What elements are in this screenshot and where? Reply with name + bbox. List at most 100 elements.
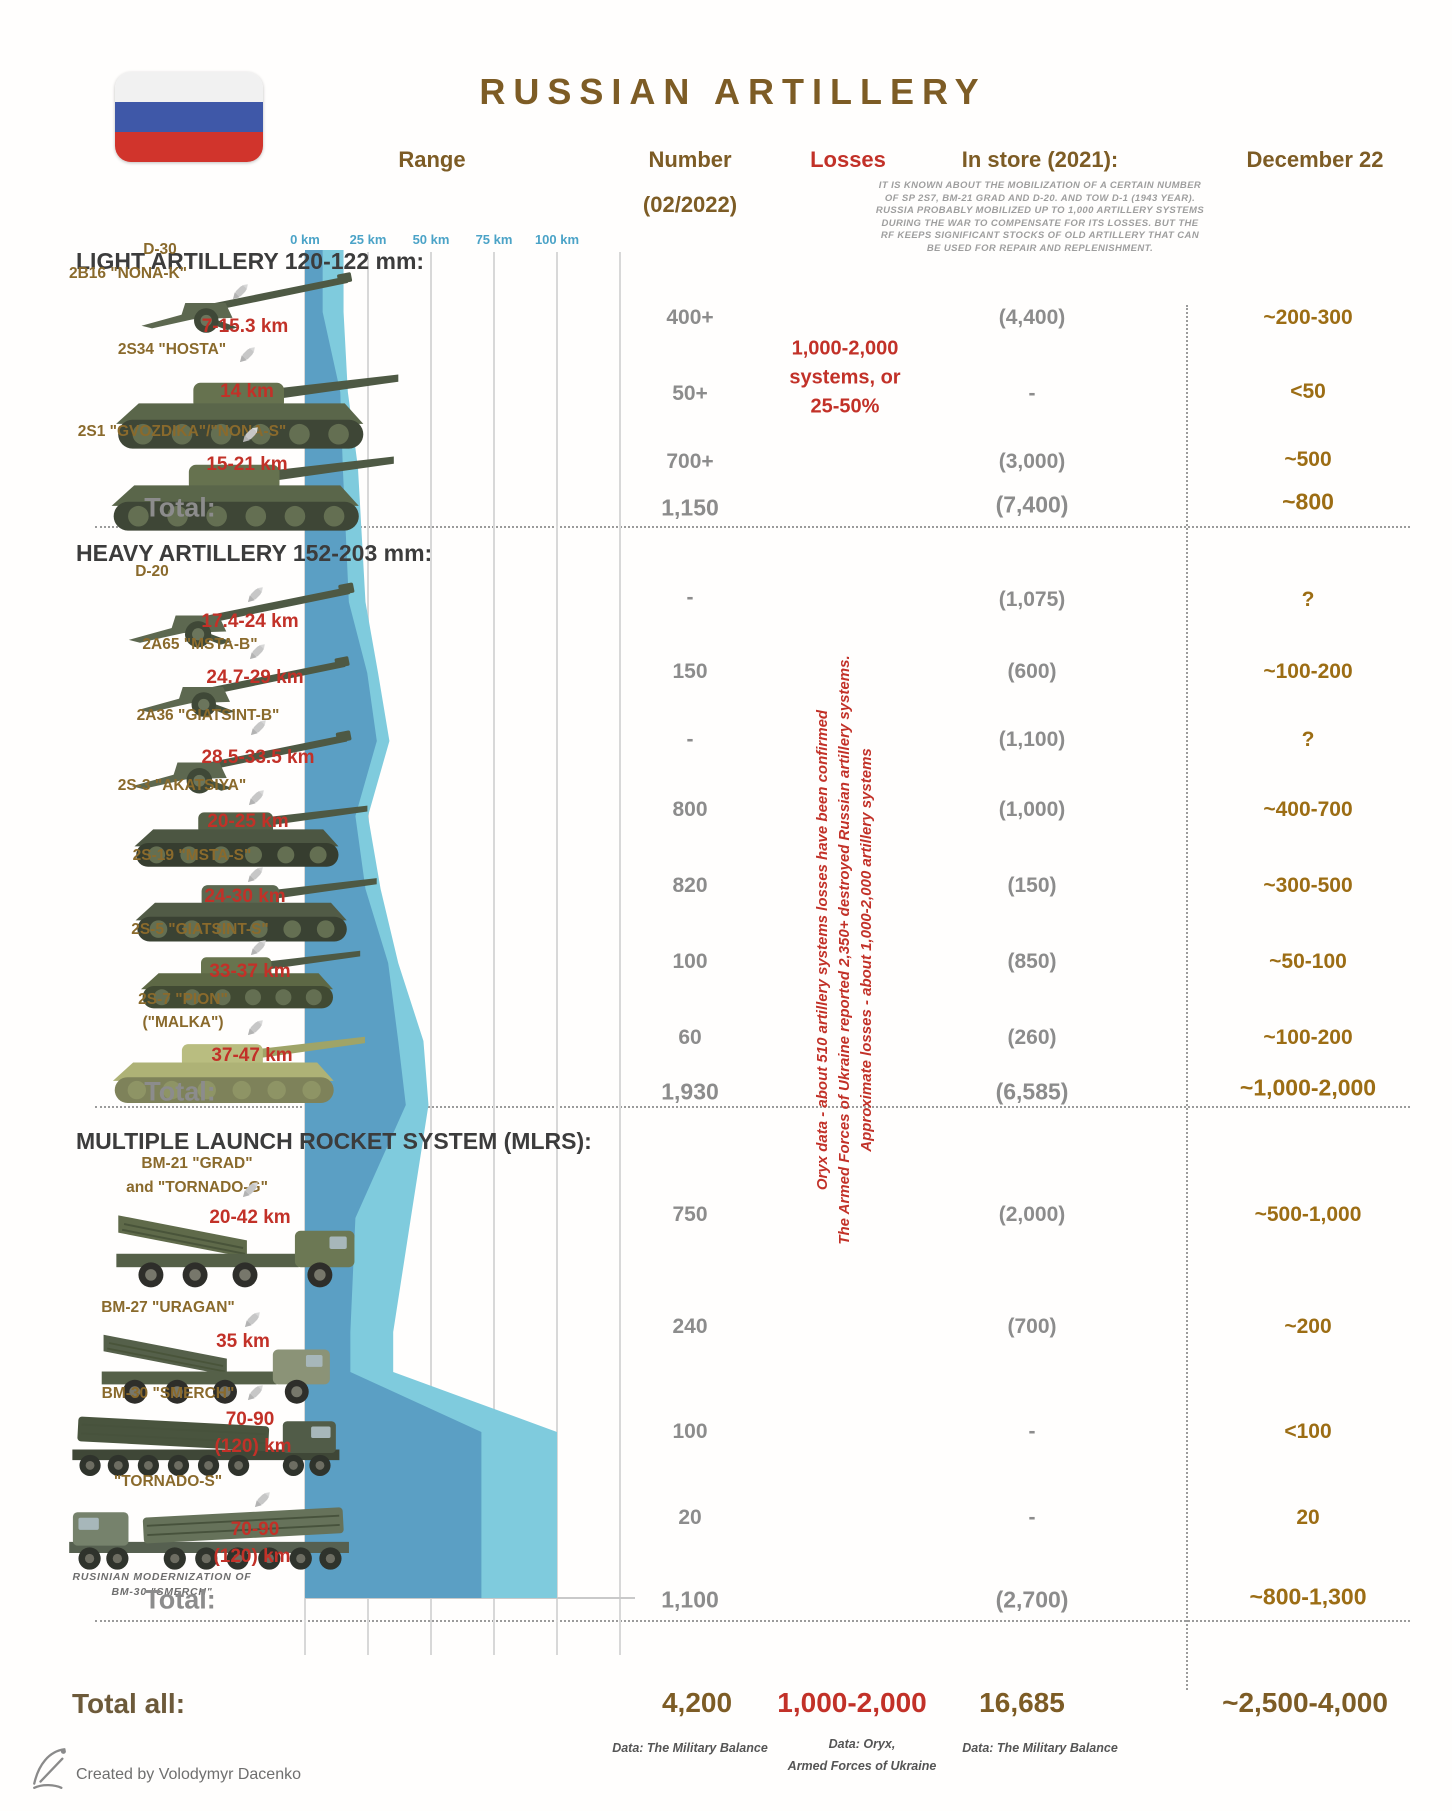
total-heavy-number: 1,930 <box>661 1078 719 1105</box>
max-range-area <box>305 250 557 1598</box>
col-header-december: December 22 <box>1246 147 1384 172</box>
rocket-icon <box>246 936 270 960</box>
system-name-smerch: BM-30 "SMERCH" <box>101 1385 235 1402</box>
total-all-losses: 1,000-2,000 <box>777 1687 927 1718</box>
number-pion: 60 <box>678 1026 702 1049</box>
in-store-d30: (4,400) <box>998 306 1066 329</box>
system-name-mstas: 2S-19 "MSTA-S" <box>132 847 252 864</box>
credit-text: Created by Volodymyr Dacenko <box>76 1766 301 1783</box>
section-header-light: LIGHT ARTILLERY 120-122 mm: <box>76 248 425 274</box>
range-grad: 20-42 km <box>209 1207 291 1228</box>
total-mlrs-label: Total: <box>144 1584 216 1615</box>
rocket-icon <box>243 1381 267 1405</box>
section-header-heavy: HEAVY ARTILLERY 152-203 mm: <box>76 540 433 566</box>
system-name-hosta: 2S34 "HOSTA" <box>117 341 227 358</box>
number-smerch: 100 <box>672 1420 708 1443</box>
rocket-icon <box>235 343 259 367</box>
system-name-tornados: "TORNADO-S" <box>113 1473 223 1490</box>
col-header-range: Range <box>398 147 466 172</box>
rocket-icon <box>243 583 267 607</box>
separator-december-column <box>1186 305 1188 1690</box>
total-light-in-store: (7,400) <box>995 491 1069 518</box>
signature-icon <box>33 1748 66 1789</box>
december-mstas: ~300-500 <box>1263 874 1353 897</box>
range-uragan: 35 km <box>216 1331 270 1352</box>
range-d20: 17.4-24 km <box>201 611 299 632</box>
svg-text:100 km: 100 km <box>535 232 579 247</box>
in-store-d20: (1,075) <box>998 588 1066 611</box>
rocket-icon <box>238 1178 262 1202</box>
system-name-giatsints: 2S-5 "GIATSINT-S" <box>131 921 269 938</box>
total-heavy-label: Total: <box>144 1076 216 1107</box>
number-tornados: 20 <box>678 1506 702 1529</box>
vehicle-smerch-image <box>10 1400 400 1484</box>
number-gvozdika: 700+ <box>666 450 714 473</box>
in-store-akatsiya: (1,000) <box>998 798 1066 821</box>
total-mlrs-december: ~800-1,300 <box>1249 1583 1367 1610</box>
system-name-grad-line2: and "TORNADO-G" <box>126 1179 268 1196</box>
in-store-giatsints: (850) <box>1007 950 1057 973</box>
in-store-gvozdika: (3,000) <box>998 450 1066 473</box>
number-hosta: 50+ <box>672 382 708 405</box>
range-smerch-line2: (120) km <box>214 1436 292 1457</box>
losses-light-text: 1,000-2,000 systems, or 25-50% <box>789 335 900 422</box>
system-name-akatsiya: 2S-3 "AKATSIYA" <box>117 777 247 794</box>
russia-flag-icon <box>115 72 263 162</box>
december-giatsintb: ? <box>1301 728 1315 751</box>
col-header-number: Number <box>648 147 732 172</box>
december-d30: ~200-300 <box>1263 306 1353 329</box>
in-store-uragan: (700) <box>1007 1315 1057 1338</box>
number-grad: 750 <box>672 1203 708 1226</box>
range-d30: 7-15.3 km <box>201 316 289 337</box>
range-mstab: 24.7-29 km <box>206 667 304 688</box>
number-d20: - <box>686 586 694 609</box>
december-smerch: <100 <box>1284 1420 1332 1443</box>
rocket-icon <box>245 640 269 664</box>
number-mstas: 820 <box>672 874 708 897</box>
in-store-grad: (2,000) <box>998 1203 1066 1226</box>
losses-heavy-line1: Oryx data - about 510 artillery systems … <box>814 709 831 1191</box>
rocket-icon <box>244 786 268 810</box>
december-d20: ? <box>1301 588 1315 611</box>
rocket-icon <box>246 716 270 740</box>
range-giatsintb: 28.5-33.5 km <box>201 747 315 768</box>
total-mlrs-number: 1,100 <box>661 1586 719 1613</box>
system-name-mstab: 2A65 "MSTA-B" <box>142 636 258 653</box>
col-header-in-store: In store (2021): <box>961 147 1119 172</box>
system-name-d30: D-30 <box>143 241 177 258</box>
total-light-december: ~800 <box>1282 488 1334 515</box>
range-tornados-line2: (120) km <box>213 1546 291 1567</box>
number-giatsintb: - <box>686 728 694 751</box>
losses-light-line1: 1,000-2,000 <box>791 337 899 360</box>
losses-light-line3: 25-50% <box>810 395 880 418</box>
losses-light-line2: systems, or <box>789 366 901 389</box>
rocket-icon <box>228 280 252 304</box>
col-header-losses: Losses <box>810 147 886 172</box>
source-losses-line1: Data: Oryx, <box>828 1737 896 1751</box>
chart-axis-tick-labels: 0 km 25 km 50 km 75 km 100 km <box>290 232 579 247</box>
december-giatsints: ~50-100 <box>1269 950 1347 973</box>
vehicle-tornados-image <box>15 1490 405 1578</box>
range-giatsints: 33-37 km <box>209 961 291 982</box>
losses-heavy-text: Oryx data - about 510 artillery systems … <box>812 570 878 1330</box>
system-name-gvozdika: 2S1 "GVOZDIKA"/"NONA-S" <box>77 423 287 440</box>
flag-stripe-red <box>115 132 263 162</box>
svg-text:0 km: 0 km <box>290 232 320 247</box>
losses-heavy-line3: Approximate losses - about 1,000-2,000 a… <box>858 748 875 1152</box>
source-in-store: Data: The Military Balance <box>962 1741 1118 1755</box>
in-store-giatsintb: (1,100) <box>998 728 1066 751</box>
range-mstas: 24-30 km <box>204 886 286 907</box>
range-hosta: 14 km <box>220 381 274 402</box>
separator-light-total <box>95 526 1410 528</box>
in-store-mstas: (150) <box>1007 874 1057 897</box>
flag-stripe-white <box>115 72 263 102</box>
december-pion: ~100-200 <box>1263 1026 1353 1049</box>
number-uragan: 240 <box>672 1315 708 1338</box>
total-mlrs-in-store: (2,700) <box>995 1586 1069 1613</box>
in-store-smerch: - <box>1028 1420 1036 1443</box>
december-mstab: ~100-200 <box>1263 660 1353 683</box>
system-name-2b16: 2B16 "NONA-K" <box>68 265 188 282</box>
range-akatsiya: 20-25 km <box>207 811 289 832</box>
total-heavy-in-store: (6,585) <box>995 1078 1069 1105</box>
rocket-icon <box>240 1308 264 1332</box>
